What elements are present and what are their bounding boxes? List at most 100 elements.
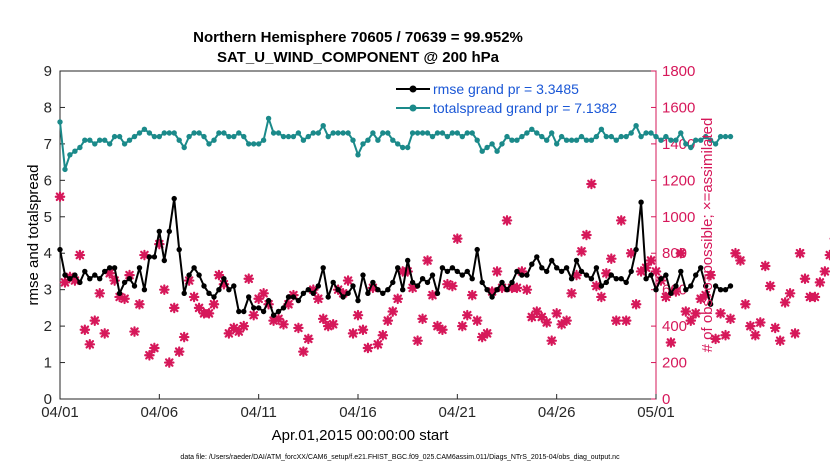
rmse-point xyxy=(459,272,465,278)
rmse-point xyxy=(414,283,421,289)
spread-point xyxy=(141,126,148,132)
obs-marker xyxy=(104,267,115,279)
spread-point xyxy=(722,133,729,140)
obs-marker xyxy=(213,269,225,281)
rmse-point xyxy=(265,297,272,304)
spread-point xyxy=(126,137,133,143)
rmse-point xyxy=(400,287,406,293)
spread-point xyxy=(449,130,456,136)
rmse-point xyxy=(504,287,510,293)
rmse-point xyxy=(479,279,485,286)
rmse-point xyxy=(524,272,530,278)
obs-marker xyxy=(750,329,761,341)
y2-tick-label: 400 xyxy=(662,318,687,335)
spread-point xyxy=(588,137,595,143)
spread-point xyxy=(241,133,247,140)
obs-marker xyxy=(159,284,170,295)
obs-marker xyxy=(481,328,493,339)
obs-marker xyxy=(357,324,369,336)
spread-point xyxy=(464,130,470,136)
obs-marker xyxy=(774,335,786,346)
spread-point xyxy=(136,130,143,136)
spread-point xyxy=(116,133,123,140)
obs-marker xyxy=(814,277,826,288)
obs-marker xyxy=(258,288,269,299)
obs-marker xyxy=(417,313,428,325)
spread-point xyxy=(400,144,406,151)
rmse-point xyxy=(484,287,490,293)
spread-point xyxy=(439,130,446,136)
spread-point xyxy=(688,144,694,151)
rmse-point xyxy=(136,265,143,271)
obs-marker xyxy=(367,282,379,294)
rmse-point xyxy=(474,246,480,253)
obs-marker xyxy=(372,339,384,350)
legend-spread-label: totalspread grand pr = 7.1382 xyxy=(433,100,617,116)
rmse-point xyxy=(703,283,709,289)
obs-marker xyxy=(442,278,453,290)
rmse-point xyxy=(201,283,207,289)
spread-point xyxy=(563,137,570,143)
obs-marker xyxy=(824,249,830,261)
rmse-point xyxy=(618,276,624,282)
spread-point xyxy=(156,133,162,140)
rmse-point xyxy=(588,276,595,282)
spread-point xyxy=(265,115,272,122)
rmse-point xyxy=(429,272,436,278)
spread-point xyxy=(280,133,287,140)
spread-point xyxy=(558,133,565,140)
obs-marker xyxy=(452,233,463,244)
spread-point xyxy=(151,133,158,140)
obs-marker xyxy=(188,291,200,303)
obs-marker xyxy=(59,277,71,288)
rmse-point xyxy=(335,287,341,293)
obs-marker xyxy=(412,335,423,346)
spread-point xyxy=(578,133,585,140)
rmse-point xyxy=(698,265,704,271)
obs-marker xyxy=(352,309,364,321)
spread-point xyxy=(539,133,545,140)
obs-marker xyxy=(660,291,672,303)
obs-marker xyxy=(501,215,513,226)
spread-point xyxy=(673,137,679,143)
obs-marker xyxy=(149,342,160,354)
rmse-point xyxy=(92,272,98,278)
obs-marker xyxy=(546,335,557,346)
spread-point xyxy=(514,137,520,143)
spread-point xyxy=(87,137,93,143)
rmse-point xyxy=(82,268,88,275)
obs-marker xyxy=(551,308,562,319)
spread-point xyxy=(628,130,634,136)
rmse-point xyxy=(131,283,138,289)
rmse-point xyxy=(251,305,257,311)
obs-marker xyxy=(223,328,235,339)
obs-marker xyxy=(139,249,150,261)
y-axis-left: 0 1 2 3 4 5 6 7 8 9 xyxy=(44,63,65,408)
rmse-point xyxy=(693,272,699,278)
rmse-point xyxy=(300,290,307,296)
legend-rmse-label: rmse grand pr = 3.3485 xyxy=(433,81,579,97)
obs-marker xyxy=(173,346,185,357)
obs-marker xyxy=(700,289,711,301)
obs-marker xyxy=(491,266,503,277)
rmse-point xyxy=(449,265,456,271)
spread-point xyxy=(454,130,460,136)
spread-point xyxy=(131,133,138,140)
rmse-point xyxy=(191,265,197,271)
spread-point xyxy=(97,137,103,143)
rmse-point xyxy=(454,268,460,275)
rmse-point xyxy=(97,276,103,282)
y-tick-label: 8 xyxy=(44,99,52,116)
rmse-point xyxy=(668,290,674,296)
obs-marker xyxy=(471,315,483,326)
spread-point xyxy=(519,133,525,140)
rmse-point xyxy=(126,276,133,282)
obs-marker xyxy=(665,337,677,348)
spread-point xyxy=(633,123,639,129)
spread-point xyxy=(340,130,346,136)
obs-marker xyxy=(511,282,523,294)
rmse-point xyxy=(241,308,247,315)
spread-point xyxy=(221,130,227,136)
y2-tick-label: 200 xyxy=(662,355,687,372)
spread-point xyxy=(668,137,674,143)
